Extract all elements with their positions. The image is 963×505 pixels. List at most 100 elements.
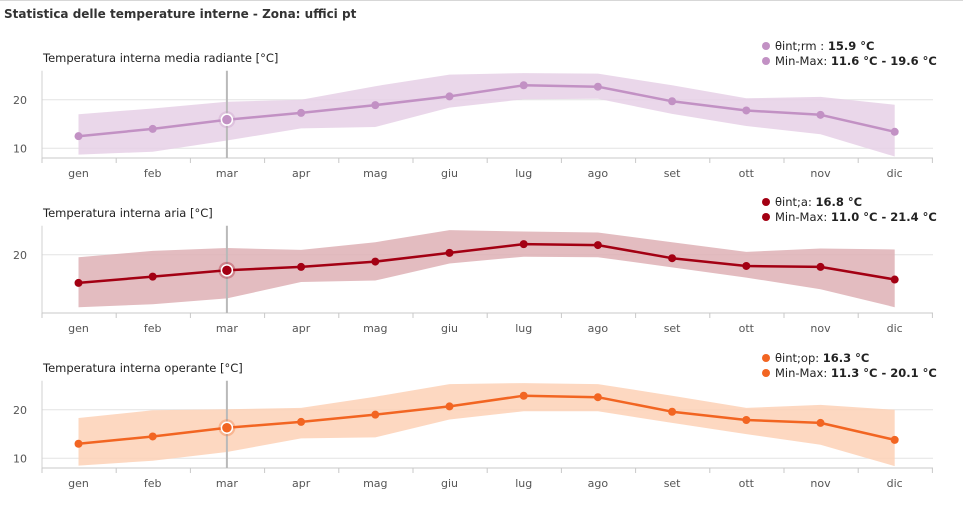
data-point[interactable]: [742, 261, 751, 270]
legend-series-label: θint;rm : 15.9 °C: [775, 39, 874, 53]
x-tick-label: mar: [216, 322, 238, 335]
data-point[interactable]: [445, 248, 454, 257]
chart-title: Temperatura interna operante [°C]: [42, 361, 243, 375]
x-tick-label: feb: [144, 477, 162, 490]
data-point[interactable]: [297, 108, 306, 117]
data-point[interactable]: [74, 278, 83, 287]
x-tick-label: gen: [68, 167, 89, 180]
x-tick-label: nov: [810, 477, 831, 490]
panel-top-rule: [0, 0, 963, 1]
data-point-highlighted[interactable]: [220, 113, 234, 126]
data-point[interactable]: [890, 275, 899, 284]
data-point[interactable]: [519, 81, 528, 90]
legend-band-label: Min-Max: 11.0 °C - 21.4 °C: [775, 210, 937, 224]
x-tick-label: ago: [588, 167, 609, 180]
data-point[interactable]: [593, 241, 602, 250]
y-tick-label: 20: [13, 404, 27, 417]
legend-band-marker: [762, 57, 770, 65]
data-point[interactable]: [371, 257, 380, 266]
data-point[interactable]: [148, 432, 157, 441]
x-tick-label: ago: [588, 322, 609, 335]
data-point[interactable]: [74, 132, 83, 141]
data-point[interactable]: [668, 97, 677, 106]
x-tick-label: feb: [144, 322, 162, 335]
data-point[interactable]: [593, 82, 602, 91]
x-tick-label: mar: [216, 477, 238, 490]
data-point[interactable]: [519, 240, 528, 249]
data-point[interactable]: [445, 402, 454, 411]
x-tick-label: giu: [441, 167, 458, 180]
y-tick-label: 20: [13, 249, 27, 262]
legend-series-label: θint;op: 16.3 °C: [775, 351, 869, 365]
x-tick-label: apr: [292, 167, 311, 180]
data-point[interactable]: [668, 254, 677, 263]
data-point[interactable]: [593, 393, 602, 402]
x-tick-label: lug: [515, 167, 532, 180]
x-tick-label: set: [664, 477, 681, 490]
data-point[interactable]: [742, 415, 751, 424]
chart-title: Temperatura interna media radiante [°C]: [42, 51, 278, 65]
series-line: [78, 242, 895, 285]
x-tick-label: dic: [887, 322, 903, 335]
data-point[interactable]: [297, 262, 306, 271]
data-point[interactable]: [519, 391, 528, 400]
x-tick-label: ott: [739, 167, 755, 180]
data-point[interactable]: [297, 417, 306, 426]
min-max-band: [78, 383, 895, 467]
x-tick-label: dic: [887, 477, 903, 490]
series-line: [78, 84, 895, 138]
legend-band-marker: [762, 369, 770, 377]
x-tick-label: apr: [292, 477, 311, 490]
x-tick-label: ago: [588, 477, 609, 490]
data-point-highlighted[interactable]: [220, 264, 234, 277]
x-tick-label: nov: [810, 322, 831, 335]
legend-band-label: Min-Max: 11.6 °C - 19.6 °C: [775, 54, 937, 68]
x-tick-label: nov: [810, 167, 831, 180]
data-point-highlighted[interactable]: [220, 421, 234, 434]
series-line: [78, 394, 895, 446]
chart-2: Temperatura interna aria [°C] 20 gen feb mar…: [13, 195, 937, 335]
y-tick-label: 10: [13, 142, 27, 155]
legend-series-marker: [762, 354, 770, 362]
data-point[interactable]: [371, 101, 380, 110]
data-point[interactable]: [816, 262, 825, 271]
legend-series-marker: [762, 42, 770, 50]
x-tick-label: ott: [739, 477, 755, 490]
x-tick-label: mag: [363, 477, 387, 490]
legend-band-marker: [762, 213, 770, 221]
data-point[interactable]: [742, 106, 751, 115]
x-tick-label: ott: [739, 322, 755, 335]
x-tick-label: mar: [216, 167, 238, 180]
data-point[interactable]: [148, 272, 157, 281]
x-tick-label: set: [664, 167, 681, 180]
data-point[interactable]: [816, 110, 825, 119]
x-tick-label: lug: [515, 322, 532, 335]
x-tick-label: apr: [292, 322, 311, 335]
x-tick-label: lug: [515, 477, 532, 490]
x-tick-label: gen: [68, 477, 89, 490]
data-point[interactable]: [74, 439, 83, 448]
data-point[interactable]: [445, 92, 454, 101]
legend-series-marker: [762, 198, 770, 206]
panel-title: Statistica delle temperature interne - Z…: [4, 7, 357, 21]
data-point[interactable]: [816, 418, 825, 427]
data-point[interactable]: [890, 127, 899, 136]
x-tick-label: dic: [887, 167, 903, 180]
chart-title: Temperatura interna aria [°C]: [42, 206, 213, 220]
data-point[interactable]: [890, 435, 899, 444]
x-tick-label: giu: [441, 477, 458, 490]
chart-1: Temperatura interna media radiante [°C] 1…: [13, 39, 937, 180]
x-tick-label: mag: [363, 167, 387, 180]
data-point[interactable]: [371, 410, 380, 419]
y-tick-label: 10: [13, 452, 27, 465]
data-point[interactable]: [668, 407, 677, 416]
x-tick-label: giu: [441, 322, 458, 335]
data-point[interactable]: [148, 124, 157, 133]
chart-3: Temperatura interna operante [°C] 10 20 gen…: [13, 351, 937, 490]
min-max-band: [78, 73, 895, 157]
x-tick-label: set: [664, 322, 681, 335]
legend-series-label: θint;a: 16.8 °C: [775, 195, 862, 209]
x-tick-label: feb: [144, 167, 162, 180]
y-tick-label: 20: [13, 94, 27, 107]
